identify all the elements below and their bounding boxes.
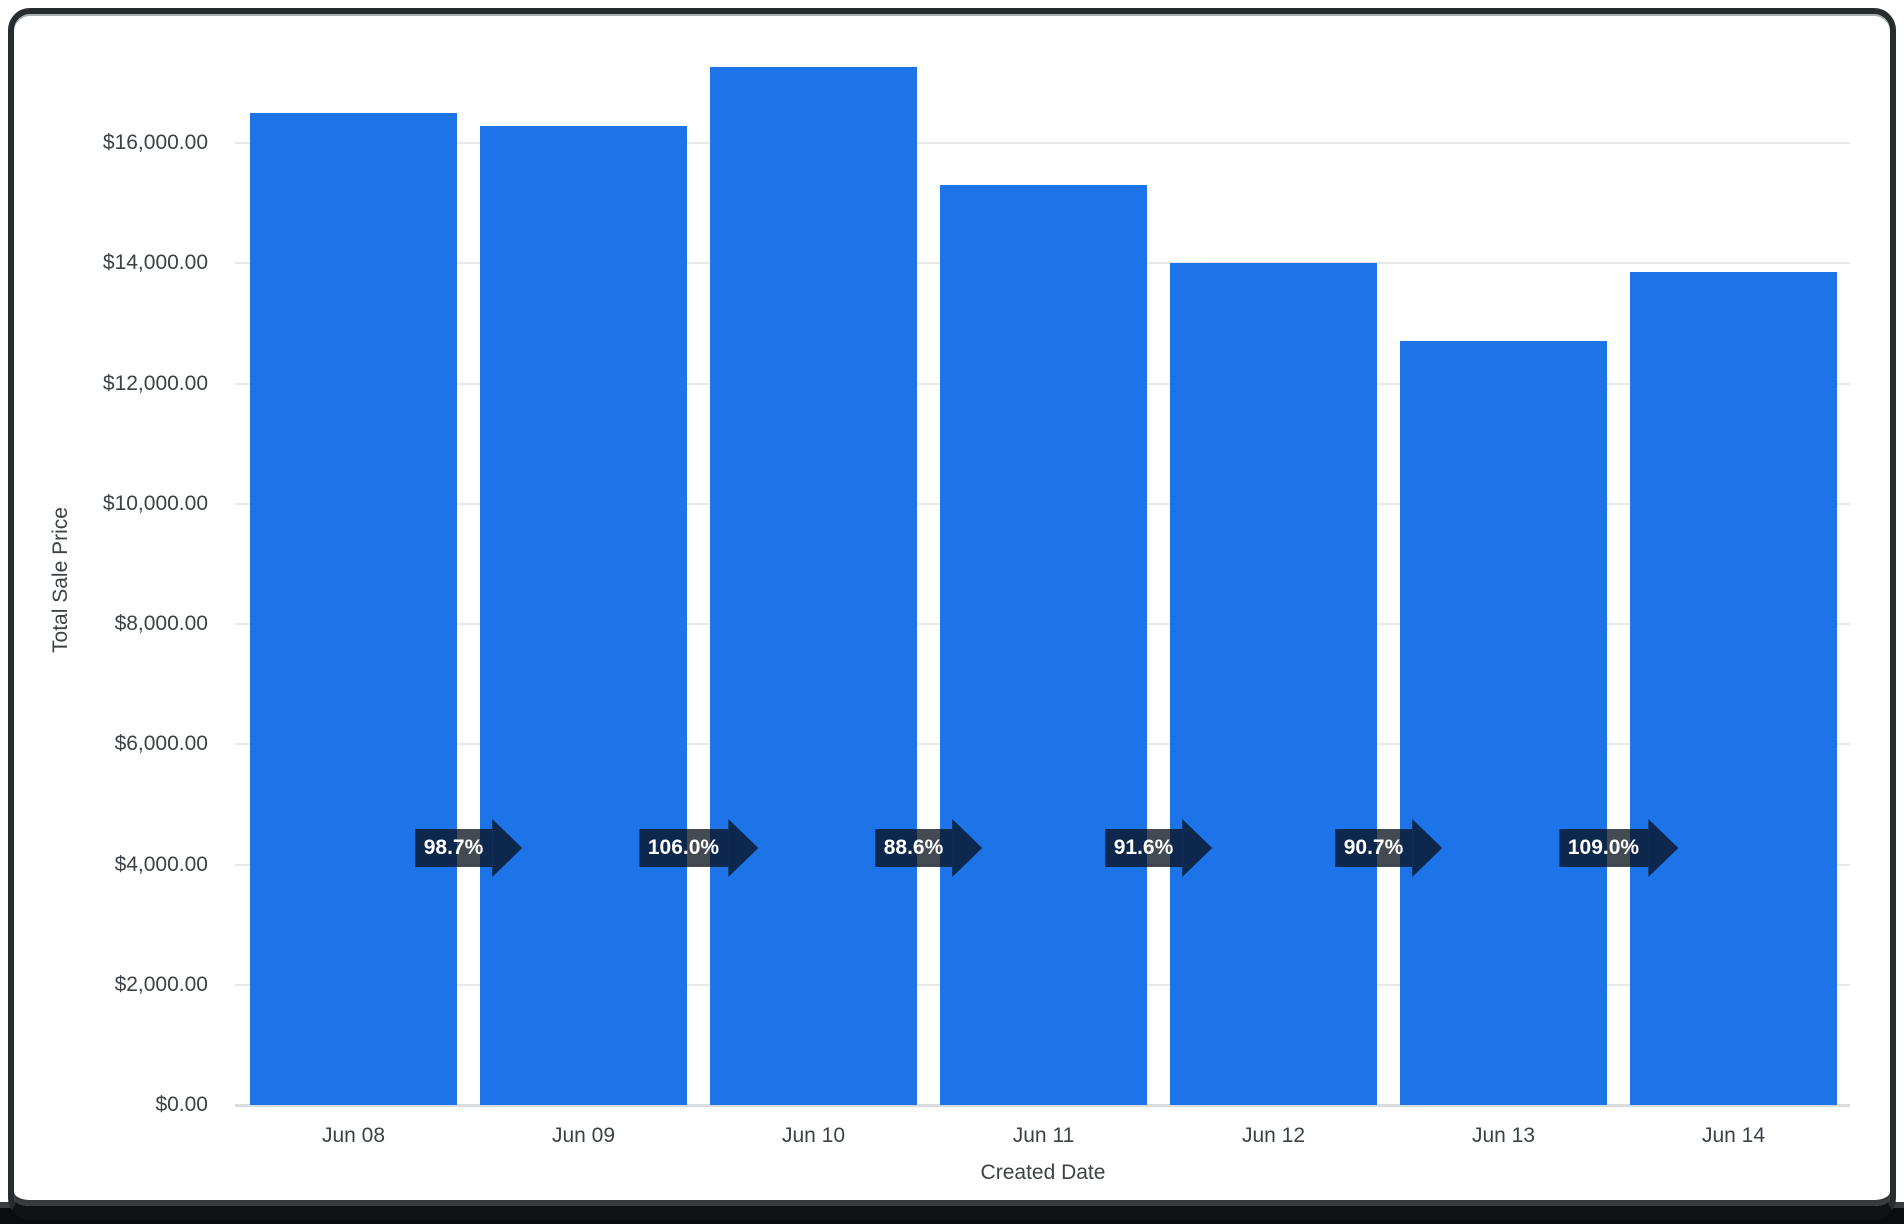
bar-jun-14[interactable] xyxy=(1630,272,1837,1105)
y-tick-label: $0.00 xyxy=(155,1093,208,1116)
percent-change-value: 106.0% xyxy=(638,829,729,867)
gridline xyxy=(235,142,1850,144)
y-tick-label: $14,000.00 xyxy=(102,251,208,275)
percent-change-badge: 109.0% xyxy=(1558,819,1679,877)
percent-change-value: 88.6% xyxy=(874,829,953,867)
percent-change-badge: 106.0% xyxy=(638,819,759,877)
bar-jun-11[interactable] xyxy=(940,185,1147,1105)
x-tick-label-jun-14: Jun 14 xyxy=(1701,1124,1766,1147)
percent-change-value: 98.7% xyxy=(414,829,493,867)
x-tick-label-jun-09: Jun 09 xyxy=(551,1124,616,1147)
percent-change-badge: 91.6% xyxy=(1104,819,1213,877)
percent-change-value: 90.7% xyxy=(1334,829,1413,867)
y-tick-label: $16,000.00 xyxy=(102,131,208,154)
arrow-right-icon xyxy=(1648,819,1679,877)
bar-jun-08[interactable] xyxy=(250,112,457,1105)
percent-change-badge: 88.6% xyxy=(874,819,983,877)
arrow-right-icon xyxy=(728,819,759,877)
y-tick-label: $8,000.00 xyxy=(114,612,208,635)
percent-change-badge: 90.7% xyxy=(1334,819,1443,877)
x-tick-label-jun-12: Jun 12 xyxy=(1241,1124,1306,1147)
arrow-right-icon xyxy=(1412,819,1443,877)
x-tick-label-jun-08: Jun 08 xyxy=(321,1124,386,1147)
x-axis-line xyxy=(235,1104,1850,1107)
x-axis-title: Created Date xyxy=(980,1161,1106,1184)
x-tick-label-jun-11: Jun 11 xyxy=(1012,1124,1075,1147)
percent-change-value: 91.6% xyxy=(1104,829,1183,867)
y-tick-label: $6,000.00 xyxy=(114,732,208,756)
bar-jun-10[interactable] xyxy=(710,66,917,1105)
arrow-right-icon xyxy=(952,819,983,877)
percent-change-value: 109.0% xyxy=(1558,829,1649,867)
bar-jun-12[interactable] xyxy=(1170,262,1377,1105)
arrow-right-icon xyxy=(1182,819,1213,877)
y-tick-label: $2,000.00 xyxy=(114,972,208,996)
y-tick-label: $4,000.00 xyxy=(114,852,208,876)
y-tick-label: $12,000.00 xyxy=(102,371,208,395)
percent-change-badge: 98.7% xyxy=(414,819,523,877)
arrow-right-icon xyxy=(492,819,523,877)
y-tick-label: $10,000.00 xyxy=(102,491,208,515)
x-tick-label-jun-10: Jun 10 xyxy=(781,1124,846,1147)
x-tick-label-jun-13: Jun 13 xyxy=(1471,1124,1536,1147)
bar-jun-09[interactable] xyxy=(480,125,687,1105)
bar-jun-13[interactable] xyxy=(1400,340,1607,1105)
